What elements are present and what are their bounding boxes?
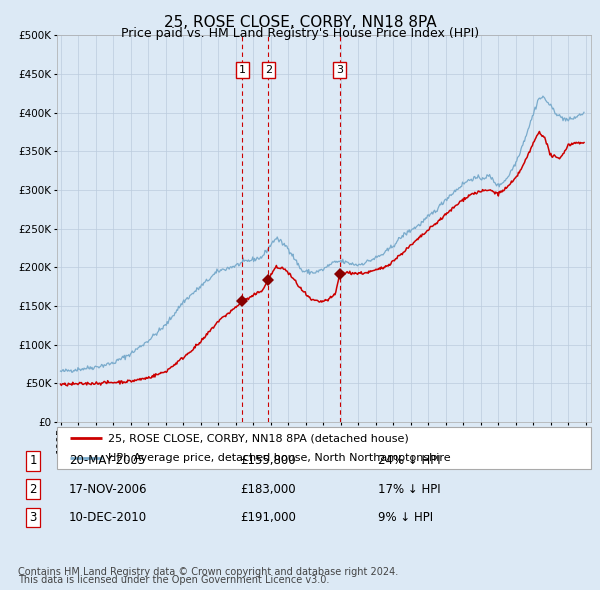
Text: 3: 3 — [336, 65, 343, 75]
Text: Price paid vs. HM Land Registry's House Price Index (HPI): Price paid vs. HM Land Registry's House … — [121, 27, 479, 40]
Text: 17-NOV-2006: 17-NOV-2006 — [69, 483, 148, 496]
Text: £183,000: £183,000 — [240, 483, 296, 496]
Text: 25, ROSE CLOSE, CORBY, NN18 8PA (detached house): 25, ROSE CLOSE, CORBY, NN18 8PA (detache… — [108, 433, 409, 443]
Text: 20-MAY-2005: 20-MAY-2005 — [69, 454, 145, 467]
Text: This data is licensed under the Open Government Licence v3.0.: This data is licensed under the Open Gov… — [18, 575, 329, 585]
Text: £155,800: £155,800 — [240, 454, 296, 467]
Text: £191,000: £191,000 — [240, 511, 296, 524]
Text: 3: 3 — [29, 511, 37, 524]
Text: 10-DEC-2010: 10-DEC-2010 — [69, 511, 147, 524]
Text: 2: 2 — [29, 483, 37, 496]
Text: 2: 2 — [265, 65, 272, 75]
FancyBboxPatch shape — [57, 427, 591, 469]
Text: HPI: Average price, detached house, North Northamptonshire: HPI: Average price, detached house, Nort… — [108, 453, 451, 463]
Text: 1: 1 — [29, 454, 37, 467]
Text: Contains HM Land Registry data © Crown copyright and database right 2024.: Contains HM Land Registry data © Crown c… — [18, 567, 398, 577]
Text: 9% ↓ HPI: 9% ↓ HPI — [378, 511, 433, 524]
Text: 1: 1 — [239, 65, 246, 75]
Text: 17% ↓ HPI: 17% ↓ HPI — [378, 483, 440, 496]
Text: 25, ROSE CLOSE, CORBY, NN18 8PA: 25, ROSE CLOSE, CORBY, NN18 8PA — [164, 15, 436, 30]
Text: 24% ↓ HPI: 24% ↓ HPI — [378, 454, 440, 467]
